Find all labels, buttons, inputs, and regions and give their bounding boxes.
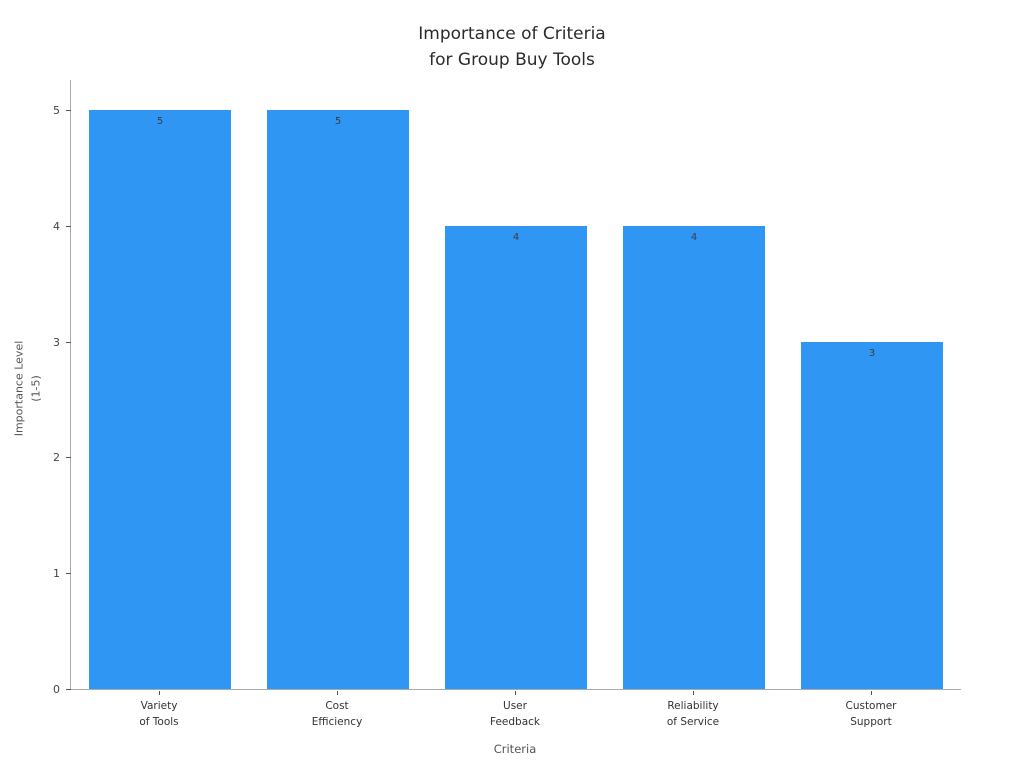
x-tick-label: Customer Support bbox=[782, 691, 960, 731]
y-tick-label: 5 bbox=[53, 104, 60, 117]
bar-2: 4 bbox=[445, 225, 587, 689]
x-tick-label: Reliability of Service bbox=[604, 691, 782, 731]
bar-3: 4 bbox=[623, 225, 765, 689]
y-axis-title-line-1: Importance Level bbox=[12, 340, 26, 437]
plot-area: 0 1 2 3 4 5 5 5 4 4 3 bbox=[53, 80, 961, 696]
y-tick-label: 4 bbox=[53, 219, 60, 233]
y-tick-mark bbox=[66, 341, 71, 343]
y-tick: 4 bbox=[53, 220, 71, 233]
chart-title-line-2: for Group Buy Tools bbox=[429, 50, 595, 71]
bar-value-label: 4 bbox=[690, 231, 698, 243]
bar-slot: 4 bbox=[605, 225, 783, 689]
y-tick-label: 2 bbox=[53, 451, 60, 465]
x-tick-label: Variety of Tools bbox=[70, 691, 248, 731]
y-tick: 0 bbox=[53, 683, 71, 696]
y-axis-title-line-2: (1-5) bbox=[29, 375, 42, 402]
bar-slot: 5 bbox=[71, 110, 249, 689]
y-axis-title: Importance Level (1-5) bbox=[12, 299, 45, 479]
y-tick: 2 bbox=[53, 451, 71, 464]
y-tick-mark bbox=[66, 573, 71, 575]
bar-slot: 4 bbox=[427, 225, 605, 689]
y-tick-mark bbox=[66, 457, 71, 459]
y-tick: 1 bbox=[53, 567, 71, 580]
x-tick-label: User Feedback bbox=[426, 691, 604, 731]
bar-slot: 3 bbox=[783, 341, 961, 689]
y-tick-mark bbox=[66, 225, 71, 227]
chart-title: Importance of Criteria for Group Buy Too… bbox=[0, 21, 1024, 74]
y-tick-label: 3 bbox=[53, 335, 60, 349]
y-axis-ticks: 0 1 2 3 4 5 bbox=[53, 80, 961, 696]
bar-1: 5 bbox=[267, 110, 409, 689]
y-tick-mark bbox=[66, 110, 71, 111]
bar-4: 3 bbox=[801, 341, 943, 689]
bar-slot: 5 bbox=[249, 110, 427, 689]
bar-value-label: 5 bbox=[156, 116, 164, 127]
x-axis-title: Criteria bbox=[493, 742, 537, 756]
bar-0: 5 bbox=[89, 110, 231, 689]
y-tick: 5 bbox=[53, 104, 71, 117]
bar-value-label: 5 bbox=[334, 116, 342, 127]
y-tick: 3 bbox=[53, 336, 71, 349]
y-tick-label: 1 bbox=[53, 567, 60, 581]
x-tick-label: Cost Efficiency bbox=[248, 691, 426, 731]
y-tick-mark bbox=[66, 689, 71, 690]
bar-value-label: 4 bbox=[512, 231, 520, 243]
y-tick-label: 0 bbox=[53, 683, 60, 696]
chart-title-line-1: Importance of Criteria bbox=[418, 24, 606, 44]
x-axis-tick-labels: Variety of Tools Cost Efficiency User Feedbac… bbox=[70, 691, 960, 731]
bar-value-label: 3 bbox=[868, 347, 876, 359]
bars-container: 5 5 4 4 3 bbox=[71, 80, 961, 689]
